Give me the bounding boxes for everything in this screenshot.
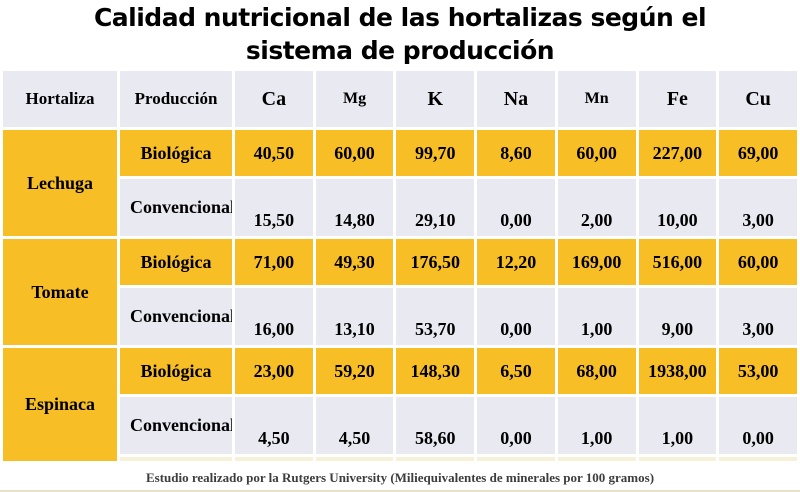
value-cell: 8,60 xyxy=(477,130,555,176)
table-row-tomate-convencional: Convencional 16,00 13,10 53,70 0,00 1,00… xyxy=(3,288,797,345)
value-cell: 69,00 xyxy=(719,130,797,176)
value-cell: 71,00 xyxy=(235,239,313,285)
col-header-cu: Cu xyxy=(719,71,797,127)
value-cell: 49,30 xyxy=(315,239,394,285)
value-cell: 0,00 xyxy=(719,397,797,454)
value-cell: 68,00 xyxy=(557,348,636,394)
value-cell: 60,00 xyxy=(557,130,636,176)
value-cell: 60,00 xyxy=(719,239,797,285)
value-cell: 1,00 xyxy=(557,397,636,454)
col-header-mn: Mn xyxy=(557,71,636,127)
value-cell: 6,50 xyxy=(477,348,555,394)
production-type-label: Biológica xyxy=(120,239,232,285)
col-header-k: K xyxy=(396,71,475,127)
vegetable-cell-tomate: Tomate xyxy=(3,239,117,345)
col-header-ca: Ca xyxy=(235,71,313,127)
production-type-label: Convencional xyxy=(120,179,232,236)
col-header-mg: Mg xyxy=(315,71,394,127)
col-header-hortaliza: Hortaliza xyxy=(3,71,117,127)
value-cell: 516,00 xyxy=(638,239,717,285)
col-header-fe: Fe xyxy=(638,71,717,127)
table-row-tomate-biologica: Tomate Biológica 71,00 49,30 176,50 12,2… xyxy=(3,239,797,345)
value-cell: 1,00 xyxy=(557,288,636,345)
value-cell: 13,10 xyxy=(315,288,394,345)
value-cell: 59,20 xyxy=(315,348,394,394)
value-cell: 1938,00 xyxy=(638,348,717,394)
value-cell: 58,60 xyxy=(396,397,475,454)
production-type-label: Convencional xyxy=(120,288,232,345)
value-cell: 23,00 xyxy=(235,348,313,394)
table-row-lechuga-convencional: Convencional 15,50 14,80 29,10 0,00 2,00… xyxy=(3,179,797,236)
value-cell: 3,00 xyxy=(719,288,797,345)
value-cell: 176,50 xyxy=(396,239,475,285)
value-cell: 0,00 xyxy=(477,288,555,345)
production-type-label: Convencional xyxy=(120,397,232,454)
value-cell: 60,00 xyxy=(315,130,394,176)
nutrition-table: Hortaliza Producción Ca Mg K Na Mn Fe Cu… xyxy=(0,68,800,464)
table-row-lechuga-biologica: Lechuga Biológica 40,50 60,00 99,70 8,60… xyxy=(3,130,797,236)
table-edge-row xyxy=(3,457,797,461)
value-cell: 0,00 xyxy=(477,179,555,236)
value-cell: 14,80 xyxy=(315,179,394,236)
value-cell: 40,50 xyxy=(235,130,313,176)
col-header-produccion: Producción xyxy=(120,71,232,127)
value-cell: 10,00 xyxy=(638,179,717,236)
page-title: Calidad nutricional de las hortalizas se… xyxy=(93,3,707,65)
value-cell: 2,00 xyxy=(557,179,636,236)
value-cell: 3,00 xyxy=(719,179,797,236)
table-row-espinaca-convencional: Convencional 4,50 4,50 58,60 0,00 1,00 1… xyxy=(3,397,797,454)
source-note: Estudio realizado por la Rutgers Univers… xyxy=(145,470,655,485)
value-cell: 53,00 xyxy=(719,348,797,394)
value-cell: 227,00 xyxy=(638,130,717,176)
table-row-espinaca-biologica: Espinaca Biológica 23,00 59,20 148,30 6,… xyxy=(3,348,797,461)
value-cell: 4,50 xyxy=(235,397,313,454)
value-cell: 4,50 xyxy=(315,397,394,454)
col-header-na: Na xyxy=(477,71,555,127)
value-cell: 99,70 xyxy=(396,130,475,176)
value-cell: 15,50 xyxy=(235,179,313,236)
value-cell: 12,20 xyxy=(477,239,555,285)
value-cell: 148,30 xyxy=(396,348,475,394)
value-cell: 9,00 xyxy=(638,288,717,345)
value-cell: 29,10 xyxy=(396,179,475,236)
value-cell: 1,00 xyxy=(638,397,717,454)
vegetable-cell-lechuga: Lechuga xyxy=(3,130,117,236)
production-type-label: Biológica xyxy=(120,348,232,394)
value-cell: 0,00 xyxy=(477,397,555,454)
value-cell: 16,00 xyxy=(235,288,313,345)
vegetable-cell-espinaca: Espinaca xyxy=(3,348,117,461)
value-cell: 169,00 xyxy=(557,239,636,285)
production-type-label: Biológica xyxy=(120,130,232,176)
header-row: Hortaliza Producción Ca Mg K Na Mn Fe Cu xyxy=(3,71,797,127)
value-cell: 53,70 xyxy=(396,288,475,345)
